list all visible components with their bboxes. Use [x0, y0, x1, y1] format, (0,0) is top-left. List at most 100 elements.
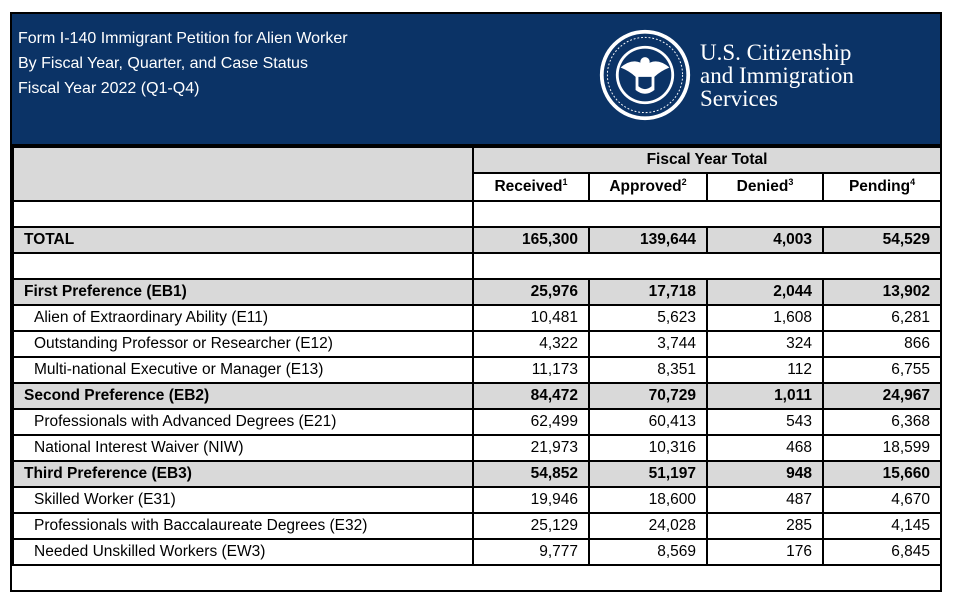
- value-denied: 4,003: [706, 226, 824, 254]
- group-header-row: Fiscal Year Total: [12, 146, 943, 202]
- value-pending: 6,368: [821, 408, 943, 436]
- value-approved: 17,718: [588, 278, 708, 306]
- row-label: Alien of Extraordinary Ability (E11): [12, 304, 474, 332]
- value-approved: 18,600: [588, 486, 708, 514]
- subcategory-row: Professionals with Baccalaureate Degrees…: [12, 512, 943, 540]
- fiscal-year-total-header: Fiscal Year Total: [471, 146, 943, 174]
- column-header-denied: Denied3: [706, 172, 824, 202]
- value-denied: 324: [706, 330, 824, 358]
- category-row: Third Preference (EB3) 54,852 51,197 948 15,…: [12, 460, 943, 488]
- agency-line: Services: [700, 86, 778, 111]
- value-pending: 4,670: [821, 486, 943, 514]
- column-header-received: Received1: [472, 172, 590, 202]
- value-approved: 51,197: [588, 460, 708, 488]
- header-banner: Form I-140 Immigrant Petition for Alien …: [12, 14, 940, 146]
- value-received: 10,481: [472, 304, 590, 332]
- row-label: Professionals with Baccalaureate Degrees…: [12, 512, 474, 540]
- value-denied: 948: [706, 460, 824, 488]
- column-header-pending: Pending4: [821, 172, 943, 202]
- row-label: [12, 200, 474, 228]
- label-header-cell: [12, 146, 474, 202]
- row-label: First Preference (EB1): [12, 278, 474, 306]
- column-label: Approved: [609, 178, 682, 196]
- value-pending: 6,845: [821, 538, 943, 566]
- value-denied: 112: [706, 356, 824, 384]
- value-denied: 1,011: [706, 382, 824, 410]
- row-label: [12, 252, 474, 280]
- report-title: Form I-140 Immigrant Petition for Alien …: [18, 30, 348, 47]
- value-approved: 70,729: [588, 382, 708, 410]
- value-pending: 4,145: [821, 512, 943, 540]
- dhs-seal-logo: [599, 29, 691, 121]
- category-row: First Preference (EB1) 25,976 17,718 2,044 1…: [12, 278, 943, 306]
- row-label: Professionals with Advanced Degrees (E21…: [12, 408, 474, 436]
- report-frame: Form I-140 Immigrant Petition for Alien …: [10, 12, 943, 592]
- category-row: TOTAL 165,300 139,644 4,003 54,529: [12, 226, 943, 254]
- value-approved: 8,351: [588, 356, 708, 384]
- category-row: Second Preference (EB2) 84,472 70,729 1,011…: [12, 382, 943, 410]
- agency-line: U.S. Citizenship: [700, 40, 852, 65]
- subcategory-row: Multi-national Executive or Manager (E13…: [12, 356, 943, 384]
- value-approved: 10,316: [588, 434, 708, 462]
- value-received: 54,852: [472, 460, 590, 488]
- spacer-row: [12, 252, 943, 280]
- value-denied: 285: [706, 512, 824, 540]
- value-denied: 543: [706, 408, 824, 436]
- subcategory-row: Alien of Extraordinary Ability (E11) 10,4…: [12, 304, 943, 332]
- row-label: Multi-national Executive or Manager (E13…: [12, 356, 474, 384]
- column-label: Received: [494, 178, 563, 196]
- value-received: 165,300: [472, 226, 590, 254]
- column-label: Pending: [848, 178, 911, 196]
- row-label: Skilled Worker (E31): [12, 486, 474, 514]
- value-denied: 2,044: [706, 278, 824, 306]
- row-label: TOTAL: [12, 226, 474, 254]
- column-header-approved: Approved2: [588, 172, 708, 202]
- value-denied: 468: [706, 434, 824, 462]
- agency-name: U.S. Citizenship and Immigration Service…: [700, 41, 854, 110]
- column-label: Denied: [736, 178, 789, 196]
- footnote-marker: 3: [788, 177, 794, 188]
- subcategory-row: National Interest Waiver (NIW) 21,973 10,3…: [12, 434, 943, 462]
- value-approved: 8,569: [588, 538, 708, 566]
- value-received: 62,499: [472, 408, 590, 436]
- value-approved: 3,744: [588, 330, 708, 358]
- value-pending: 866: [821, 330, 943, 358]
- column-header-row: Received1 Approved2 Denied3 Pending4: [13, 172, 943, 202]
- report-period: Fiscal Year 2022 (Q1-Q4): [18, 80, 200, 97]
- agency-line: and Immigration: [700, 63, 854, 88]
- subcategory-row: Outstanding Professor or Researcher (E12…: [12, 330, 943, 358]
- row-label: Needed Unskilled Workers (EW3): [12, 538, 474, 566]
- subcategory-row: Skilled Worker (E31) 19,946 18,600 487 4,670: [12, 486, 943, 514]
- empty-cell: [471, 252, 943, 280]
- petition-table: Fiscal Year Total Received1 Approved2 Deni…: [12, 146, 943, 566]
- table-body: TOTAL 165,300 139,644 4,003 54,529 First Pref…: [12, 200, 943, 566]
- value-received: 19,946: [472, 486, 590, 514]
- value-approved: 5,623: [588, 304, 708, 332]
- row-label: Second Preference (EB2): [12, 382, 474, 410]
- value-received: 21,973: [472, 434, 590, 462]
- value-approved: 24,028: [588, 512, 708, 540]
- value-denied: 176: [706, 538, 824, 566]
- empty-cell: [471, 200, 943, 228]
- footnote-marker: 2: [681, 177, 687, 188]
- subcategory-row: Needed Unskilled Workers (EW3) 9,777 8,569…: [12, 538, 943, 566]
- footnote-marker: 1: [562, 177, 568, 188]
- value-pending: 13,902: [821, 278, 943, 306]
- value-received: 4,322: [472, 330, 590, 358]
- value-pending: 6,755: [821, 356, 943, 384]
- value-received: 25,129: [472, 512, 590, 540]
- spacer-row: [12, 200, 943, 228]
- value-received: 25,976: [472, 278, 590, 306]
- value-received: 84,472: [472, 382, 590, 410]
- value-pending: 18,599: [821, 434, 943, 462]
- subcategory-row: Professionals with Advanced Degrees (E21…: [12, 408, 943, 436]
- row-label: National Interest Waiver (NIW): [12, 434, 474, 462]
- value-approved: 139,644: [588, 226, 708, 254]
- value-pending: 24,967: [821, 382, 943, 410]
- value-pending: 6,281: [821, 304, 943, 332]
- value-received: 9,777: [472, 538, 590, 566]
- row-label: Outstanding Professor or Researcher (E12…: [12, 330, 474, 358]
- value-pending: 15,660: [821, 460, 943, 488]
- value-denied: 487: [706, 486, 824, 514]
- value-pending: 54,529: [821, 226, 943, 254]
